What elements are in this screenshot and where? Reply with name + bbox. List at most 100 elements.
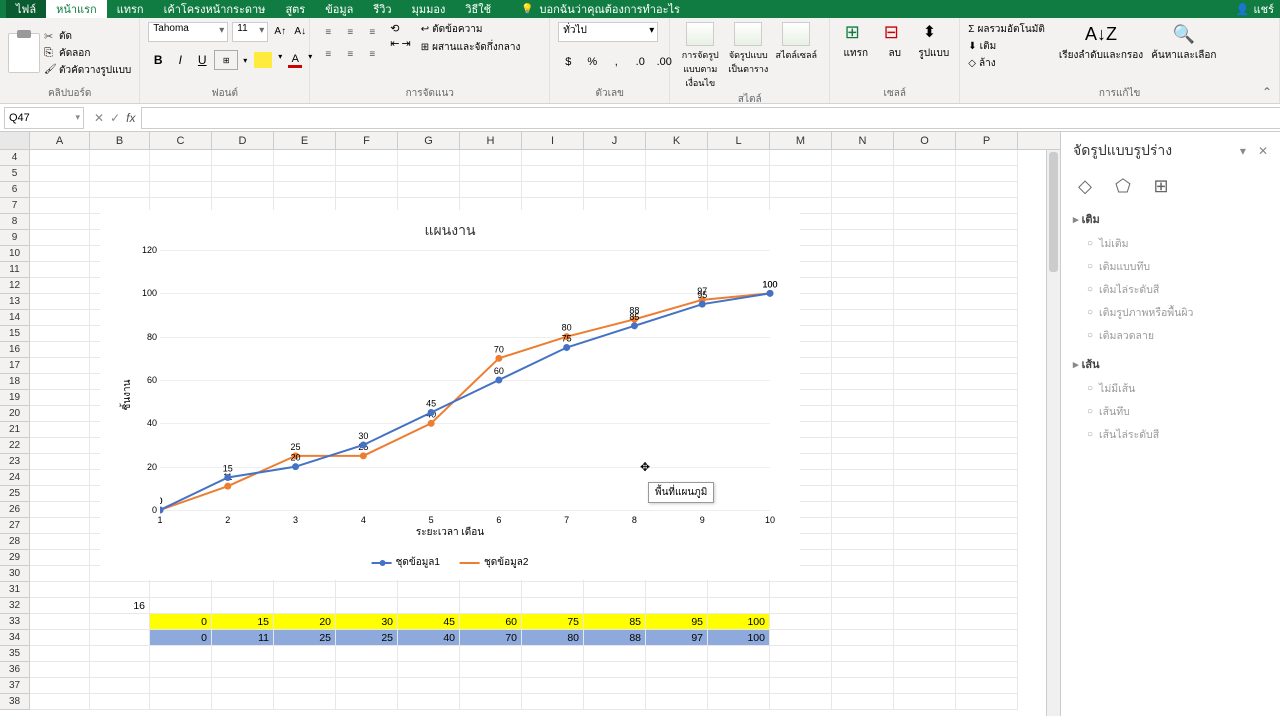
cell[interactable] — [150, 678, 212, 694]
cell[interactable] — [832, 326, 894, 342]
cell[interactable] — [894, 598, 956, 614]
cell[interactable] — [832, 310, 894, 326]
row-header[interactable]: 5 — [0, 166, 30, 182]
cell[interactable] — [522, 662, 584, 678]
cell[interactable]: 0 — [150, 614, 212, 630]
row-header[interactable]: 23 — [0, 454, 30, 470]
cell[interactable] — [956, 294, 1018, 310]
cell[interactable] — [584, 582, 646, 598]
cell[interactable] — [30, 614, 90, 630]
inc-decimal-button[interactable]: .0 — [630, 52, 650, 72]
panel-options-button[interactable]: ▾ — [1240, 144, 1246, 158]
cell[interactable] — [894, 614, 956, 630]
col-header[interactable]: C — [150, 132, 212, 149]
cell[interactable] — [708, 182, 770, 198]
cell[interactable] — [336, 694, 398, 710]
cell[interactable] — [894, 438, 956, 454]
cell[interactable] — [956, 582, 1018, 598]
bold-button[interactable]: B — [148, 50, 168, 70]
clear-button[interactable]: ◇ ล้าง — [968, 56, 1045, 71]
cell[interactable] — [274, 166, 336, 182]
cell[interactable] — [274, 182, 336, 198]
cell[interactable] — [30, 198, 90, 214]
col-header[interactable]: N — [832, 132, 894, 149]
cell[interactable] — [212, 582, 274, 598]
fill-option[interactable]: เติมรูปภาพหรือพื้นผิว — [1073, 301, 1268, 324]
cell[interactable] — [832, 358, 894, 374]
panel-close-button[interactable]: ✕ — [1258, 144, 1268, 158]
cell[interactable] — [584, 678, 646, 694]
col-header[interactable]: L — [708, 132, 770, 149]
cell[interactable] — [646, 662, 708, 678]
cell[interactable] — [956, 278, 1018, 294]
cell[interactable] — [770, 582, 832, 598]
cell[interactable] — [30, 550, 90, 566]
cell[interactable] — [956, 694, 1018, 710]
font-family-select[interactable]: Tahoma — [148, 22, 228, 42]
cell-styles-button[interactable]: สไตล์เซลล์ — [774, 22, 818, 62]
align-center-button[interactable]: ≡ — [340, 44, 360, 64]
row-header[interactable]: 28 — [0, 534, 30, 550]
tab-6[interactable]: รีวิว — [363, 0, 401, 20]
col-header[interactable]: I — [522, 132, 584, 149]
cell[interactable] — [398, 646, 460, 662]
cell[interactable] — [956, 262, 1018, 278]
cell[interactable] — [30, 182, 90, 198]
cell[interactable] — [30, 246, 90, 262]
cell[interactable] — [832, 294, 894, 310]
cell[interactable] — [832, 262, 894, 278]
cell[interactable] — [770, 678, 832, 694]
font-color-button[interactable]: A — [288, 52, 302, 68]
cell[interactable] — [90, 166, 150, 182]
cell[interactable] — [150, 582, 212, 598]
cell[interactable] — [894, 166, 956, 182]
cell[interactable] — [894, 646, 956, 662]
cell[interactable] — [30, 374, 90, 390]
row-header[interactable]: 8 — [0, 214, 30, 230]
cell[interactable] — [584, 598, 646, 614]
autosum-button[interactable]: Σ ผลรวมอัตโนมัติ — [968, 22, 1045, 37]
tab-8[interactable]: วิธีใช้ — [455, 0, 501, 20]
cell[interactable] — [832, 550, 894, 566]
cell[interactable] — [336, 150, 398, 166]
cell[interactable]: 80 — [522, 630, 584, 646]
align-mid-button[interactable]: ≡ — [340, 22, 360, 42]
cell[interactable] — [832, 198, 894, 214]
cell[interactable] — [522, 582, 584, 598]
cell[interactable] — [398, 598, 460, 614]
cell[interactable]: 0 — [150, 630, 212, 646]
cell[interactable] — [90, 678, 150, 694]
cell[interactable] — [956, 166, 1018, 182]
fill-option[interactable]: เติมลวดลาย — [1073, 324, 1268, 347]
cell[interactable] — [212, 150, 274, 166]
cell[interactable] — [274, 598, 336, 614]
cell[interactable] — [336, 678, 398, 694]
cancel-formula-button[interactable]: ✕ — [94, 111, 104, 125]
cell[interactable] — [956, 614, 1018, 630]
name-box[interactable]: Q47 — [4, 107, 84, 129]
cell[interactable] — [274, 662, 336, 678]
cell[interactable] — [832, 390, 894, 406]
cell[interactable] — [150, 646, 212, 662]
cell[interactable] — [956, 214, 1018, 230]
cell[interactable] — [522, 166, 584, 182]
cell[interactable] — [832, 534, 894, 550]
row-header[interactable]: 15 — [0, 326, 30, 342]
col-header[interactable]: P — [956, 132, 1018, 149]
cell[interactable]: 25 — [274, 630, 336, 646]
cell[interactable] — [30, 342, 90, 358]
line-option[interactable]: เส้นทึบ — [1073, 400, 1268, 423]
dec-indent-button[interactable]: ⇤ — [390, 37, 399, 50]
cell[interactable] — [90, 150, 150, 166]
cell[interactable] — [584, 166, 646, 182]
cell[interactable] — [832, 166, 894, 182]
cell[interactable] — [708, 582, 770, 598]
cell[interactable] — [832, 150, 894, 166]
cell[interactable] — [770, 630, 832, 646]
cell[interactable] — [460, 662, 522, 678]
size-tab-icon[interactable]: ⊞ — [1149, 174, 1173, 198]
cell[interactable] — [90, 582, 150, 598]
row-header[interactable]: 33 — [0, 614, 30, 630]
format-cells-button[interactable]: รูปแบบ — [916, 22, 951, 61]
cell[interactable] — [832, 454, 894, 470]
